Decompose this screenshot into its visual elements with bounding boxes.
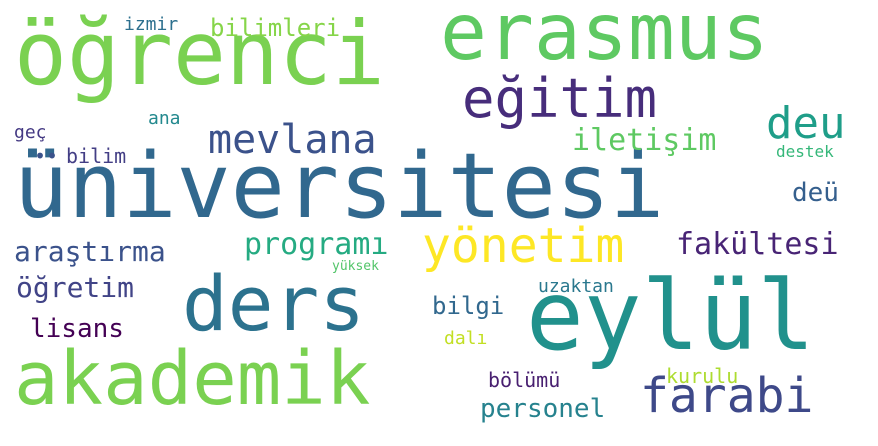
- word-akademik: akademik: [14, 336, 371, 422]
- word-egitim: eğitim: [462, 67, 658, 130]
- word-mevlana: mevlana: [208, 117, 377, 163]
- word-bilgi: bilgi: [432, 292, 505, 320]
- word-eylul: eylül: [526, 260, 815, 372]
- word-yuksek: yüksek: [332, 259, 379, 274]
- word-personel: personel: [480, 394, 606, 424]
- word-destek: destek: [776, 142, 834, 161]
- word-ogretim: öğretim: [16, 271, 135, 304]
- word-bilimleri: bilimleri: [210, 14, 341, 42]
- word-iletisim: iletişim: [572, 123, 717, 158]
- word-deu: deu: [766, 98, 846, 149]
- word-programi: programı: [244, 227, 389, 262]
- word-kurulu: kurulu: [666, 364, 739, 388]
- word-uzaktan: uzaktan: [538, 276, 614, 297]
- word-ders: ders: [182, 259, 366, 348]
- word-dali: dalı: [444, 328, 488, 349]
- word-farabi: farabi: [640, 368, 814, 424]
- word-universitesi: üniversitesi: [14, 134, 665, 239]
- word-izmir: izmir: [124, 14, 179, 35]
- word-bilim: bilim: [66, 144, 127, 168]
- word-bolumu: bölümü: [488, 368, 561, 392]
- word-ana: ana: [148, 108, 181, 129]
- word-ogrenci: öğrenci: [14, 2, 385, 105]
- word-lisans: lisans: [30, 314, 124, 344]
- word-fakultesi: fakültesi: [676, 227, 839, 262]
- word-yonetim: yönetim: [422, 218, 625, 274]
- word-arastirma: araştırma: [14, 235, 166, 268]
- word-gec: geç: [14, 122, 47, 143]
- word-erasmus: erasmus: [440, 0, 769, 78]
- word-deu-short: deü: [792, 178, 839, 208]
- word-dots: ••: [34, 144, 59, 168]
